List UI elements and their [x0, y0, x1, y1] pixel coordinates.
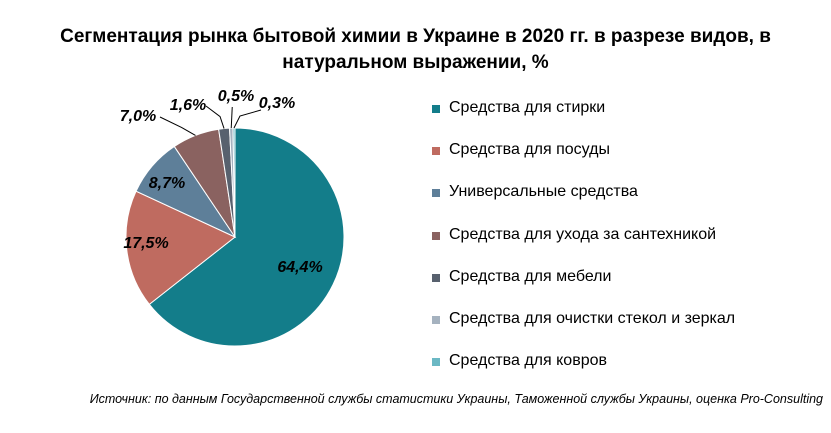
legend-label: Средства для ухода за сантехникой [449, 225, 717, 243]
legend-swatch [432, 147, 440, 156]
legend-label: Средства для очистки стекол и зеркал [449, 309, 736, 327]
legend-item-4: Средства для ухода за сантехникой [432, 226, 735, 268]
legend-label: Средства для мебели [449, 267, 612, 285]
data-label-1: 64,4% [277, 259, 322, 276]
legend-swatch [432, 358, 440, 367]
legend-swatch [432, 231, 440, 240]
legend-label: Универсальные средства [449, 183, 638, 201]
legend-item-1: Средства для стирки [432, 99, 735, 141]
legend-label: Средства для посуды [449, 141, 610, 159]
legend: Средства для стирки Средства для посуды Ун… [432, 99, 735, 394]
data-label-3: 8,7% [149, 175, 185, 192]
chart-title: Сегментация рынка бытовой химии в Украин… [60, 26, 771, 73]
data-label-2: 17,5% [123, 235, 168, 252]
legend-swatch [432, 273, 440, 282]
legend-item-5: Средства для мебели [432, 268, 735, 310]
pie-slice-2 [125, 190, 236, 306]
legend-item-3: Универсальные средства [432, 183, 735, 225]
leader-line-6 [230, 106, 233, 129]
legend-label: Средства для ковров [449, 352, 607, 370]
leader-line-5 [205, 105, 225, 129]
legend-item-6: Средства для очистки стекол и зеркал [432, 310, 735, 352]
pie-slice-1 [148, 127, 345, 347]
leader-line-7 [233, 109, 262, 129]
legend-swatch [432, 189, 440, 198]
data-label-5: 1,6% [170, 97, 206, 114]
legend-item-7: Средства для ковров [432, 352, 735, 394]
legend-item-2: Средства для посуды [432, 141, 735, 183]
leader-line-4 [159, 116, 196, 136]
data-label-6: 0,5% [218, 88, 254, 105]
legend-swatch [432, 105, 440, 113]
data-label-4: 7,0% [120, 108, 156, 125]
data-label-7: 0,3% [259, 95, 295, 112]
source-note: Источник: по данным Государственной служ… [89, 392, 823, 406]
legend-label: Средства для стирки [449, 99, 606, 116]
legend-swatch [432, 315, 440, 324]
